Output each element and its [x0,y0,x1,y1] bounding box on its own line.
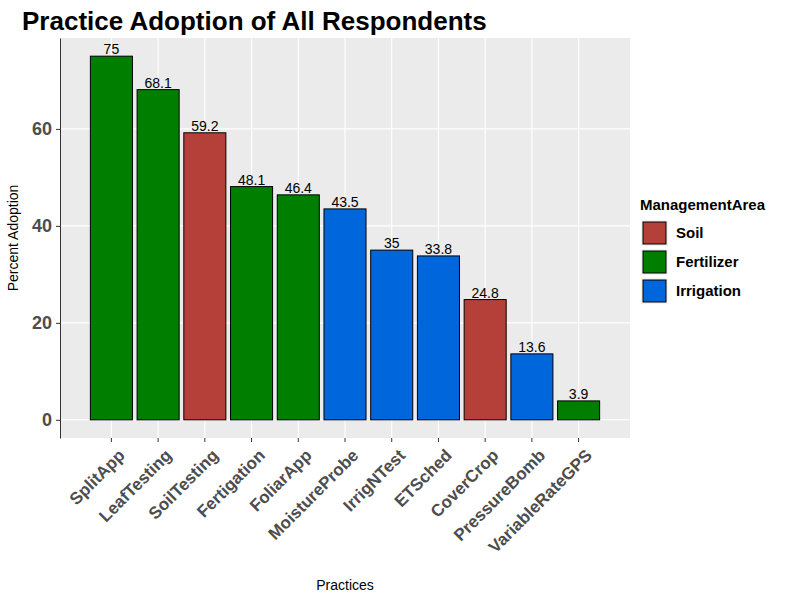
bar [231,187,273,420]
data-label: 48.1 [238,172,265,188]
y-tick-mark [56,420,60,421]
legend-title: ManagementArea [640,196,766,213]
y-tick-label: 20 [32,313,52,333]
x-tick-mark [298,438,299,442]
legend-key-background [641,249,668,275]
legend-label: Fertilizer [676,253,739,270]
plot-background [60,38,630,438]
y-tick-mark [56,226,60,227]
x-tick: VariableRateGPS [485,438,596,557]
bar [324,209,366,420]
data-label: 68.1 [144,75,171,91]
data-label: 35 [384,235,400,251]
legend-label: Irrigation [676,282,741,299]
y-axis-line [60,39,61,439]
bars [90,56,599,420]
data-label: 3.9 [569,386,589,402]
x-tick-mark [158,438,159,442]
y-tick-mark [56,323,60,324]
x-tick-mark [204,438,205,442]
bar [464,300,506,420]
y-tick: 40 [32,216,60,236]
x-tick: MoistureProbe [265,438,363,543]
y-tick-label: 40 [32,216,52,236]
bar [137,90,179,420]
y-axis: 0 20 40 60 [32,39,61,439]
legend-swatch [643,222,666,244]
y-tick: 20 [32,313,60,333]
x-grid-line [578,38,579,438]
data-label: 46.4 [285,180,312,196]
x-axis: SplitAppLeafTestingSoilTestingFertigatio… [61,438,631,557]
x-tick-mark [345,438,346,442]
x-tick-mark [438,438,439,442]
data-label: 13.6 [518,339,545,355]
data-label: 75 [104,41,120,57]
x-tick-mark [531,438,532,442]
data-label: 24.8 [472,285,499,301]
x-tick-mark [578,438,579,442]
bar [90,56,132,420]
x-tick-mark [391,438,392,442]
x-tick-label: VariableRateGPS [485,446,596,557]
chart: Practice Adoption of All Respondents 59.2… [0,0,800,600]
data-label: 59.2 [191,118,218,134]
bar [511,354,553,420]
y-tick: 60 [32,119,60,139]
x-tick-mark [251,438,252,442]
legend-key-background [641,278,668,304]
x-axis-title: Practices [316,577,374,593]
data-label: 43.5 [331,194,358,210]
data-labels: 59.2 24.8 75 68.1 48.1 46.4 3.9 43.5 35 33.8 13.6 [104,41,589,402]
bar [558,401,600,420]
x-tick-mark [485,438,486,442]
legend-swatch [643,251,666,273]
legend-swatch [643,280,666,302]
bar [417,256,459,420]
y-tick-label: 60 [32,119,52,139]
y-tick-mark [56,129,60,130]
bar [371,250,413,420]
data-label: 33.8 [425,241,452,257]
y-tick: 0 [42,410,60,430]
legend: ManagementArea Soil Fertilizer Irrigation [640,196,766,304]
bar [277,195,319,420]
grid [60,38,630,438]
legend-key-background [641,220,668,246]
x-tick-mark [111,438,112,442]
y-tick-label: 0 [42,410,52,430]
y-axis-title: Percent Adoption [5,185,21,292]
legend-label: Soil [676,224,704,241]
bar [184,133,226,420]
title: Practice Adoption of All Respondents [22,6,487,36]
